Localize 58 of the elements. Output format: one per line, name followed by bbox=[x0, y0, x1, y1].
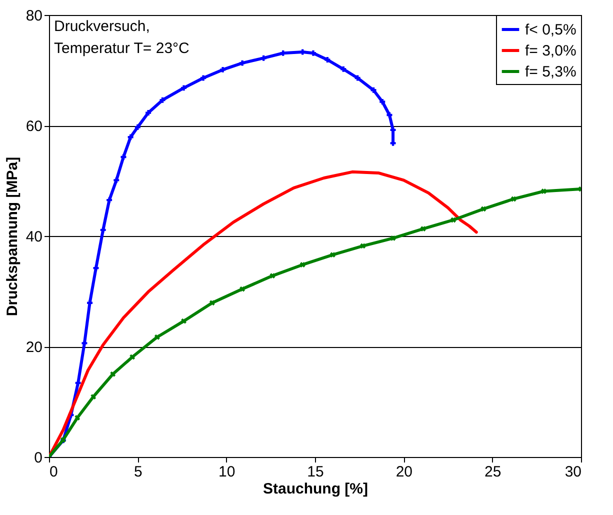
point bbox=[146, 110, 152, 116]
point bbox=[100, 227, 106, 233]
point bbox=[181, 85, 187, 91]
point bbox=[74, 415, 80, 420]
point bbox=[370, 87, 376, 93]
x-tick-label: 5 bbox=[134, 464, 142, 480]
x-tick-label: 10 bbox=[218, 464, 236, 480]
point bbox=[541, 188, 546, 194]
x-tick-label: 20 bbox=[396, 464, 413, 480]
point bbox=[90, 394, 96, 400]
point bbox=[200, 75, 206, 81]
point bbox=[82, 340, 88, 346]
y-tick-label: 80 bbox=[26, 8, 42, 24]
point bbox=[240, 60, 246, 66]
legend-label: f< 0,5% bbox=[525, 22, 576, 38]
point bbox=[510, 196, 516, 202]
point bbox=[134, 124, 140, 130]
point bbox=[380, 99, 386, 104]
point bbox=[114, 177, 120, 183]
point bbox=[390, 236, 396, 241]
point bbox=[209, 300, 215, 306]
point bbox=[450, 217, 456, 223]
point bbox=[330, 252, 336, 258]
x-axis-title: Stauchung [%] bbox=[263, 480, 368, 498]
point bbox=[87, 300, 93, 306]
x-tick-label: 15 bbox=[307, 464, 324, 480]
y-axis-title: Druckspannung [MPa] bbox=[4, 156, 21, 316]
point bbox=[480, 206, 486, 212]
point bbox=[420, 226, 426, 232]
legend-label: f= 5,3% bbox=[525, 64, 576, 80]
point bbox=[260, 55, 266, 61]
point bbox=[270, 273, 276, 278]
point bbox=[300, 262, 306, 268]
x-tick-label: 30 bbox=[564, 464, 582, 480]
point bbox=[110, 371, 116, 377]
point bbox=[240, 286, 246, 292]
point bbox=[220, 66, 226, 72]
point bbox=[106, 197, 112, 203]
point bbox=[154, 334, 160, 340]
point bbox=[340, 66, 346, 72]
point bbox=[300, 49, 306, 55]
point bbox=[310, 50, 316, 56]
point bbox=[75, 380, 81, 386]
annotation: Druckversuch, bbox=[54, 18, 150, 35]
y-tick-label: 20 bbox=[26, 339, 42, 356]
legend-label: f= 3,0% bbox=[525, 42, 576, 60]
point bbox=[360, 243, 366, 249]
y-tick-label: 60 bbox=[26, 118, 42, 135]
point bbox=[128, 134, 134, 140]
y-tick-label: 0 bbox=[34, 450, 42, 466]
annotation: Temperatur T= 23°C bbox=[54, 40, 190, 57]
x-tick-label: 0 bbox=[50, 464, 58, 480]
y-tick-label: 40 bbox=[26, 228, 42, 246]
x-tick-label: 25 bbox=[484, 464, 502, 480]
point bbox=[130, 354, 136, 360]
point bbox=[324, 57, 330, 62]
point bbox=[181, 318, 186, 324]
point bbox=[354, 75, 360, 81]
